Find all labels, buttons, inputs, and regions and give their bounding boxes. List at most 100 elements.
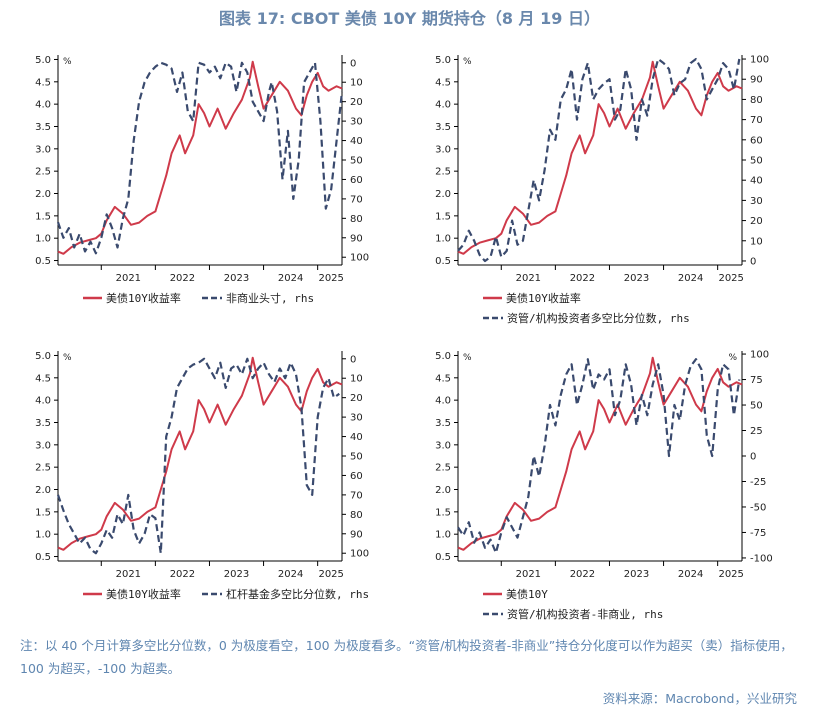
legend-label-positioning: 资管/机构投资者-非商业, rhs bbox=[507, 607, 663, 621]
right-tick-label: 0 bbox=[350, 354, 356, 365]
right-tick-label: 80 bbox=[350, 510, 363, 521]
left-tick-label: 4.5 bbox=[435, 373, 451, 384]
chart-panel-3: 0.5 1.0 1.5 2.0 2.5 3.0 3.5 4.0 4.5 5.0% 0 10 20 30 40… bbox=[0, 336, 400, 616]
right-tick-label: 10 bbox=[750, 236, 763, 247]
left-tick-label: 1.5 bbox=[35, 211, 51, 222]
right-tick-label: 60 bbox=[350, 175, 363, 186]
right-tick-label: 0 bbox=[750, 256, 756, 267]
left-tick-label: 5.0 bbox=[35, 55, 51, 66]
source-note: 资料来源：Macrobond，兴业研究 bbox=[602, 691, 797, 706]
left-tick-label: 0.5 bbox=[35, 256, 51, 267]
x-tick-label: 2025 bbox=[318, 273, 343, 284]
left-tick-label: 0.5 bbox=[35, 552, 51, 563]
left-tick-label: 2.0 bbox=[435, 485, 451, 496]
left-tick-label: 4.5 bbox=[35, 373, 51, 384]
legend-label-positioning: 非商业头寸, rhs bbox=[226, 291, 314, 305]
right-tick-label: 50 bbox=[350, 156, 363, 167]
right-tick-label: 40 bbox=[350, 432, 363, 443]
right-tick-label: 0 bbox=[350, 58, 356, 69]
right-tick-label: 20 bbox=[350, 97, 363, 108]
x-tick-label: 2021 bbox=[116, 273, 141, 284]
chart-panel-4: 0.5 1.0 1.5 2.0 2.5 3.0 3.5 4.0 4.5 5.0% -100 -75 -5… bbox=[400, 336, 800, 621]
left-tick-label: 3.5 bbox=[435, 122, 451, 133]
x-tick-label: 2024 bbox=[278, 273, 303, 284]
left-tick-label: 3.0 bbox=[435, 144, 451, 155]
left-tick-label: 1.0 bbox=[435, 530, 451, 541]
left-tick-label: 4.0 bbox=[35, 396, 51, 407]
left-tick-label: 1.0 bbox=[35, 530, 51, 541]
x-tick-label: 2025 bbox=[718, 273, 743, 284]
left-tick-label: 1.5 bbox=[435, 211, 451, 222]
left-tick-label: 3.0 bbox=[35, 144, 51, 155]
left-tick-label: 4.0 bbox=[435, 100, 451, 111]
right-tick-label: 30 bbox=[750, 196, 763, 207]
right-tick-label: 90 bbox=[750, 75, 763, 86]
page-title: 图表 17: CBOT 美债 10Y 期货持仓（8 月 19 日） bbox=[219, 9, 600, 28]
right-tick-label: 60 bbox=[350, 471, 363, 482]
right-tick-label: 0 bbox=[750, 452, 756, 463]
x-tick-label: 2025 bbox=[718, 569, 743, 580]
right-tick-label: 50 bbox=[750, 401, 763, 412]
x-tick-label: 2023 bbox=[224, 569, 249, 580]
x-tick-label: 2022 bbox=[570, 569, 595, 580]
left-tick-label: 1.5 bbox=[435, 507, 451, 518]
right-tick-label: 10 bbox=[350, 78, 363, 89]
right-tick-label: -25 bbox=[750, 477, 766, 488]
chart-panel-1: 0.5 1.0 1.5 2.0 2.5 3.0 3.5 4.0 4.5 5.0% 0 10 20 30 40… bbox=[0, 40, 400, 320]
legend-label-positioning: 杠杆基金多空比分位数, rhs bbox=[226, 587, 369, 601]
right-tick-label: 40 bbox=[750, 176, 763, 187]
legend-label-positioning: 资管/机构投资者多空比分位数, rhs bbox=[507, 311, 690, 325]
right-tick-label: 80 bbox=[350, 214, 363, 225]
right-tick-label: 60 bbox=[750, 135, 763, 146]
chart-svg: 0.5 1.0 1.5 2.0 2.5 3.0 3.5 4.0 4.5 5.0 % -100 -75 -5… bbox=[435, 350, 773, 621]
left-tick-label: 5.0 bbox=[435, 55, 451, 66]
positioning-series-line bbox=[457, 57, 741, 263]
right-tick-label: 100 bbox=[750, 55, 769, 66]
left-tick-label: 4.5 bbox=[435, 77, 451, 88]
left-unit-label: % bbox=[463, 353, 472, 363]
chart-panel-2: 0.5 1.0 1.5 2.0 2.5 3.0 3.5 4.0 4.5 5.0% 0 10 20 30 40… bbox=[400, 40, 800, 325]
chart-svg: 0.5 1.0 1.5 2.0 2.5 3.0 3.5 4.0 4.5 5.0% 0 10 20 30 40… bbox=[35, 351, 369, 601]
left-tick-label: 4.0 bbox=[435, 396, 451, 407]
right-tick-label: 50 bbox=[350, 452, 363, 463]
yield-series-line bbox=[57, 356, 343, 551]
right-tick-label: 25 bbox=[750, 426, 763, 437]
footnote: 注：以 40 个月计算多空比分位数，0 为极度看空，100 为极度看多。“资管/… bbox=[20, 638, 793, 676]
right-tick-label: -75 bbox=[750, 528, 766, 539]
right-tick-label: 70 bbox=[350, 490, 363, 501]
yield-series-line bbox=[457, 356, 743, 551]
left-tick-label: 2.5 bbox=[35, 463, 51, 474]
legend-label-yield: 美债10Y收益率 bbox=[106, 291, 181, 305]
left-tick-label: 3.5 bbox=[435, 418, 451, 429]
x-tick-label: 2024 bbox=[678, 569, 703, 580]
x-tick-label: 2024 bbox=[678, 273, 703, 284]
x-tick-label: 2021 bbox=[516, 273, 541, 284]
left-tick-label: 2.5 bbox=[435, 463, 451, 474]
left-tick-label: 0.5 bbox=[435, 256, 451, 267]
right-tick-label: 20 bbox=[750, 216, 763, 227]
x-tick-label: 2021 bbox=[516, 569, 541, 580]
left-unit-label: % bbox=[63, 353, 72, 363]
right-tick-label: 75 bbox=[750, 375, 763, 386]
right-tick-label: 40 bbox=[350, 136, 363, 147]
chart-svg: 0.5 1.0 1.5 2.0 2.5 3.0 3.5 4.0 4.5 5.0% 0 10 20 30 40… bbox=[35, 55, 369, 305]
left-unit-label: % bbox=[463, 57, 472, 67]
x-tick-label: 2021 bbox=[116, 569, 141, 580]
right-tick-label: 100 bbox=[350, 253, 369, 264]
right-tick-label: 30 bbox=[350, 117, 363, 128]
chart-svg: 0.5 1.0 1.5 2.0 2.5 3.0 3.5 4.0 4.5 5.0% 0 10 20 30 40… bbox=[435, 55, 769, 325]
x-tick-label: 2022 bbox=[170, 273, 195, 284]
right-tick-label: 100 bbox=[350, 549, 369, 560]
legend-label-yield: 美债10Y bbox=[506, 587, 548, 601]
x-tick-label: 2022 bbox=[570, 273, 595, 284]
right-tick-label: 80 bbox=[750, 95, 763, 106]
right-tick-label: 30 bbox=[350, 413, 363, 424]
left-tick-label: 3.0 bbox=[35, 440, 51, 451]
left-tick-label: 4.5 bbox=[35, 77, 51, 88]
left-tick-label: 2.0 bbox=[435, 189, 451, 200]
right-tick-label: 70 bbox=[750, 115, 763, 126]
left-tick-label: 4.0 bbox=[35, 100, 51, 111]
legend-label-yield: 美债10Y收益率 bbox=[106, 587, 181, 601]
left-tick-label: 0.5 bbox=[435, 552, 451, 563]
yield-series-line bbox=[457, 60, 743, 255]
